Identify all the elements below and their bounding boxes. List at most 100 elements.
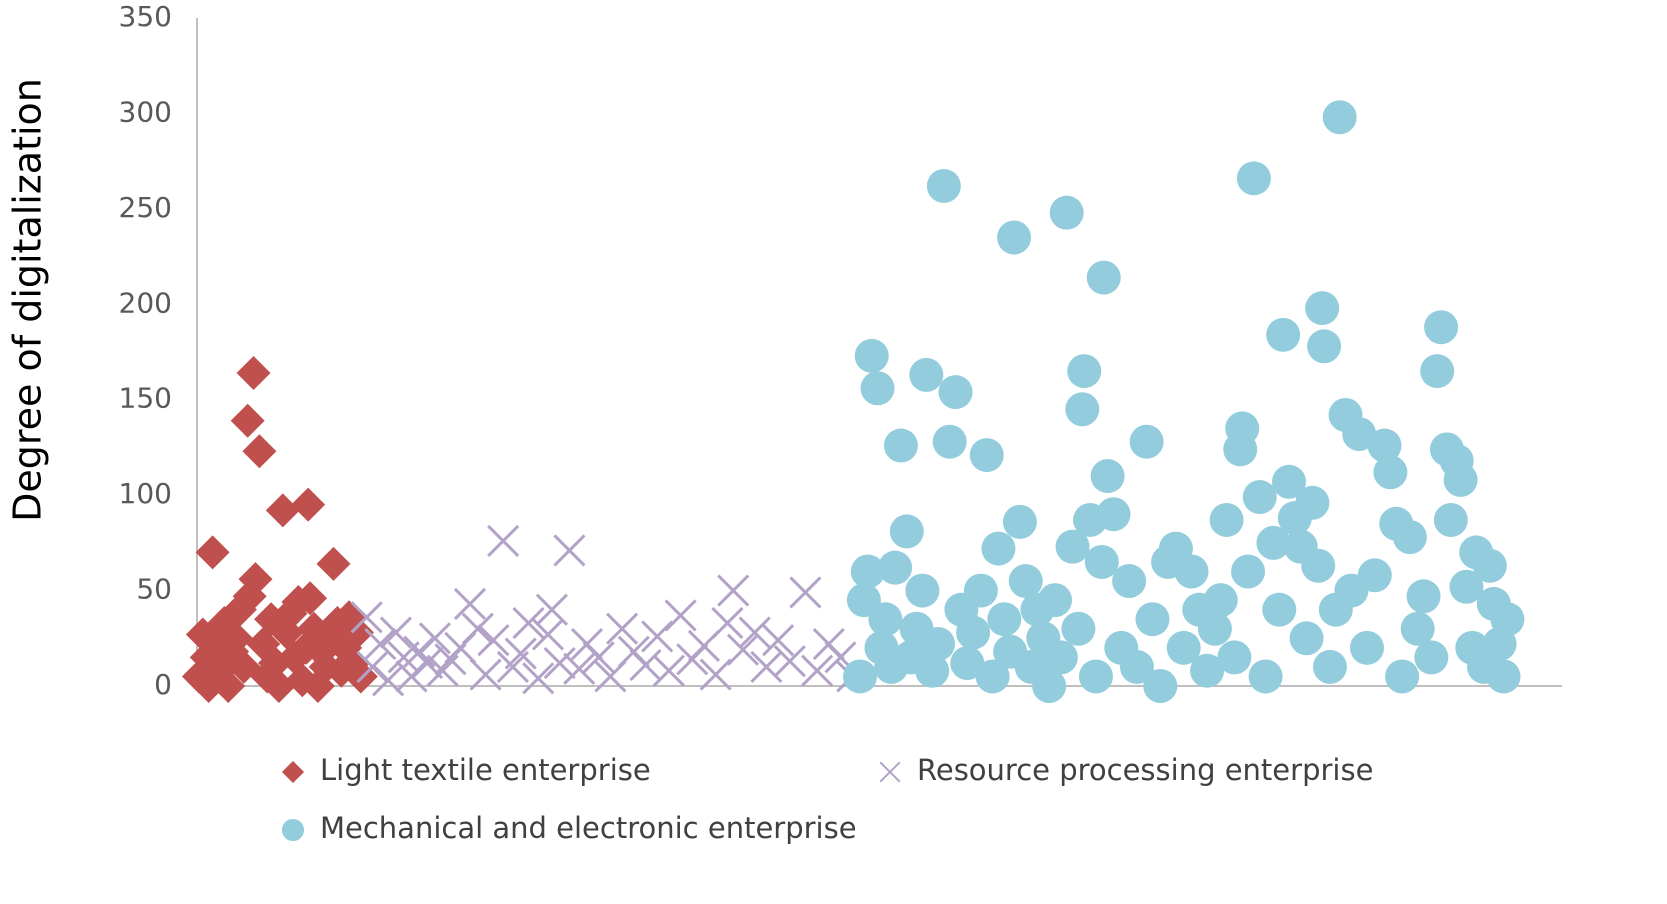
data-point (1038, 583, 1072, 618)
data-point (1055, 529, 1090, 564)
data-point (1209, 502, 1244, 537)
data-point (641, 620, 674, 653)
data-point (1174, 554, 1209, 589)
data-point (1449, 569, 1484, 604)
data-point (1203, 583, 1238, 618)
data-point (889, 514, 924, 549)
data-point (1289, 621, 1324, 656)
legend-marker (281, 818, 305, 842)
data-point (195, 535, 230, 570)
data-point (1357, 558, 1392, 593)
legend-marker (281, 760, 305, 784)
data-point (261, 669, 296, 703)
data-point (1225, 411, 1260, 446)
y-tick-label: 150 (119, 382, 172, 415)
data-point (343, 659, 378, 694)
data-point (717, 574, 750, 607)
data-point (1424, 310, 1459, 345)
data-point (932, 424, 967, 459)
data-point (1061, 611, 1096, 646)
data-point (699, 658, 732, 691)
data-point (1486, 659, 1521, 694)
data-point (504, 637, 537, 670)
data-point (921, 627, 955, 662)
data-point (905, 573, 940, 608)
data-point (860, 371, 895, 406)
data-point (1322, 100, 1357, 135)
data-point (1414, 640, 1449, 675)
data-point (762, 624, 795, 657)
y-tick-label: 350 (119, 0, 172, 33)
data-point (1067, 354, 1102, 389)
data-point (1373, 455, 1408, 490)
data-point (843, 659, 877, 694)
data-point (1135, 602, 1170, 637)
data-point (236, 355, 271, 390)
data-point (878, 550, 913, 585)
data-point (1190, 653, 1225, 688)
data-point (1472, 548, 1507, 583)
data-point (726, 633, 760, 666)
data-point (652, 654, 685, 687)
data-point (1262, 592, 1297, 627)
y-tick-label: 200 (119, 286, 172, 319)
legend-label: Light textile enterprise (320, 753, 651, 787)
data-point (1266, 317, 1301, 352)
data-point (975, 659, 1010, 694)
data-point (1295, 485, 1330, 520)
data-point (1305, 291, 1340, 326)
data-point (453, 587, 487, 620)
data-point (477, 624, 510, 657)
data-point (1406, 579, 1441, 614)
data-point (1490, 602, 1525, 637)
data-point (553, 534, 586, 567)
data-point (950, 646, 985, 681)
legend-label: Resource processing enterprise (917, 753, 1373, 787)
data-point (364, 627, 397, 661)
data-point (1231, 554, 1266, 589)
data-point (1078, 659, 1113, 694)
y-tick-label: 100 (119, 477, 172, 510)
data-point (1002, 504, 1037, 539)
data-point (789, 576, 822, 609)
data-point (242, 434, 277, 469)
data-point (461, 612, 494, 645)
y-tick-label: 50 (136, 573, 172, 606)
data-point (1049, 195, 1084, 230)
data-point (1301, 548, 1336, 583)
data-point (1392, 520, 1427, 555)
data-point (1112, 564, 1147, 599)
legend-marker (879, 761, 901, 783)
data-point (850, 554, 885, 589)
data-point (1242, 480, 1277, 515)
data-point (1217, 640, 1252, 675)
data-point (883, 428, 918, 463)
data-point (211, 669, 246, 703)
data-point (738, 616, 771, 649)
data-point (938, 375, 973, 410)
data-point (582, 641, 615, 674)
data-point (316, 546, 351, 581)
data-point (915, 653, 950, 688)
y-tick-label: 0 (154, 668, 172, 701)
data-point (293, 581, 328, 616)
data-point (969, 438, 1004, 473)
data-point (1084, 544, 1119, 579)
data-point (1129, 424, 1164, 459)
data-point (1248, 659, 1283, 694)
data-point (543, 647, 576, 680)
data-point (379, 616, 412, 649)
data-point (750, 650, 783, 683)
data-point (956, 615, 991, 650)
data-point (1256, 525, 1291, 560)
data-point (469, 658, 502, 691)
data-point (606, 612, 639, 645)
data-point (1008, 564, 1043, 599)
data-point (801, 654, 834, 687)
data-point (1350, 630, 1384, 665)
data-point (711, 606, 744, 640)
data-point (219, 621, 253, 656)
data-point (664, 599, 697, 632)
data-point (1119, 649, 1154, 684)
